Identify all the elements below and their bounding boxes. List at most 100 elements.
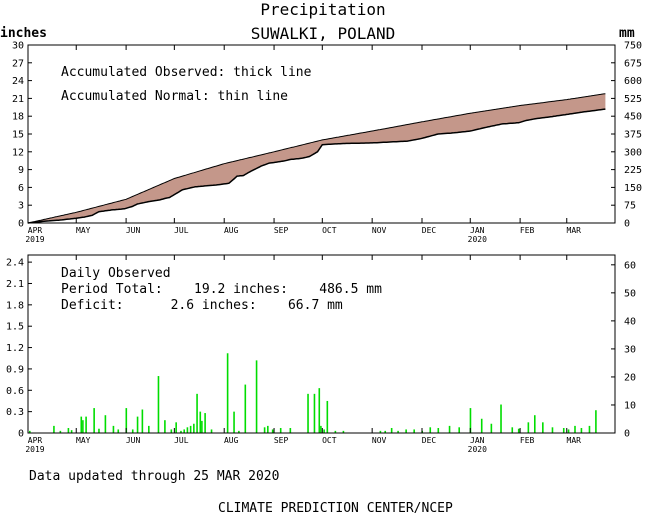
daily-bar <box>226 353 229 433</box>
daily-bar <box>500 404 502 433</box>
daily-bar <box>125 408 128 433</box>
year-label: 2019 <box>25 445 44 454</box>
month-label: APR <box>28 436 43 445</box>
daily-bar <box>157 376 160 433</box>
daily-bar <box>164 420 166 433</box>
daily-bar <box>131 429 134 433</box>
y2-tick-label: 675 <box>624 58 642 69</box>
y2-tick-label: 525 <box>624 94 642 105</box>
y2-tick-label: 225 <box>624 165 642 176</box>
bottom-axis-ticks: 0 0.3 0.6 0.9 1.2 1.5 1.8 2.1 2.4 0 10 20 30 40 50 60 <box>6 255 636 440</box>
credit-line: CLIMATE PREDICTION CENTER/NCEP <box>218 501 453 516</box>
daily-bar <box>289 428 292 433</box>
daily-bar <box>148 425 150 433</box>
y2-tick-label: 375 <box>624 130 642 141</box>
daily-bar <box>334 430 337 433</box>
daily-bar <box>448 425 451 433</box>
daily-bar <box>580 428 583 433</box>
y-tick-label: 6 <box>18 183 24 194</box>
daily-bar <box>279 428 282 433</box>
daily-bar <box>98 428 100 433</box>
daily-bar <box>326 400 329 433</box>
year-label: 2020 <box>468 235 487 244</box>
y-tick-label: 0.6 <box>6 386 24 397</box>
y-tick-label: 27 <box>12 58 24 69</box>
month-label: JAN <box>470 226 485 235</box>
daily-bar <box>517 428 520 433</box>
y-tick-label: 9 <box>18 165 24 176</box>
month-label: JAN <box>470 436 485 445</box>
daily-bar <box>233 411 235 433</box>
daily-bar <box>193 423 195 433</box>
daily-bar <box>480 418 483 433</box>
month-label: DEC <box>422 226 437 235</box>
daily-bar <box>271 429 274 433</box>
daily-title: Daily Observed <box>61 266 171 281</box>
y-tick-label: 12 <box>12 147 24 158</box>
month-label: AUG <box>224 436 239 445</box>
right-unit-label: mm <box>619 26 635 41</box>
y-tick-label: 0 <box>18 429 24 440</box>
y-tick-label: 2.4 <box>6 258 24 269</box>
daily-bar <box>413 429 415 433</box>
month-label: MAR <box>567 226 582 235</box>
observed-line <box>27 108 606 224</box>
daily-bar <box>267 425 269 433</box>
y2-tick-label: 150 <box>624 183 642 194</box>
y-tick-label: 0.3 <box>6 407 24 418</box>
daily-bar <box>170 429 173 433</box>
month-label: JUL <box>174 436 189 445</box>
chart-subtitle: SUWALKI, POLAND <box>251 24 396 43</box>
daily-bar <box>255 360 258 433</box>
daily-bar <box>70 430 73 433</box>
daily-bar <box>542 422 544 433</box>
deficit-area <box>28 93 606 223</box>
month-label: MAY <box>76 226 91 235</box>
daily-bar <box>263 427 266 433</box>
year-label: 2020 <box>468 445 487 454</box>
daily-bar <box>307 393 309 433</box>
y2-tick-label: 50 <box>624 288 636 299</box>
daily-bar <box>527 422 530 433</box>
daily-bar <box>588 425 591 433</box>
y-tick-label: 15 <box>12 130 24 141</box>
y-tick-label: 30 <box>12 41 24 52</box>
daily-bar <box>189 425 192 433</box>
daily-bar <box>80 416 83 433</box>
y-tick-label: 0 <box>18 219 24 230</box>
daily-bars <box>29 353 597 433</box>
daily-bar <box>104 415 107 433</box>
y2-tick-label: 40 <box>624 316 636 327</box>
month-label: NOV <box>372 226 387 235</box>
year-label: 2019 <box>25 235 44 244</box>
daily-bar <box>313 393 316 433</box>
daily-bar <box>201 420 203 433</box>
daily-bar <box>82 420 84 433</box>
y-tick-label: 18 <box>12 112 24 123</box>
y-tick-label: 0.9 <box>6 364 24 375</box>
daily-bar <box>458 427 461 433</box>
month-label: DEC <box>422 436 437 445</box>
daily-bar <box>141 409 144 433</box>
daily-bar <box>320 425 322 433</box>
y-tick-label: 24 <box>12 76 24 87</box>
daily-bar <box>93 408 95 433</box>
daily-bar <box>67 428 70 433</box>
daily-bar <box>390 428 393 433</box>
daily-panel: 0 0.3 0.6 0.9 1.2 1.5 1.8 2.1 2.4 0 10 20 30 40 50 60 A… <box>6 254 636 454</box>
y2-tick-label: 0 <box>624 219 630 230</box>
deficit-summary: Deficit: 2.6 inches: 66.7 mm <box>61 298 343 313</box>
month-label: SEP <box>274 226 289 235</box>
y2-tick-label: 300 <box>624 147 642 158</box>
y2-tick-label: 600 <box>624 76 642 87</box>
legend-normal: Accumulated Normal: thin line <box>61 89 288 104</box>
daily-bar <box>429 427 432 433</box>
daily-bar <box>511 427 514 433</box>
month-label: OCT <box>322 226 337 235</box>
y2-tick-label: 450 <box>624 112 642 123</box>
daily-bar <box>469 408 472 433</box>
daily-bar <box>199 411 202 433</box>
y-tick-label: 2.1 <box>6 279 24 290</box>
daily-bar <box>59 430 62 433</box>
